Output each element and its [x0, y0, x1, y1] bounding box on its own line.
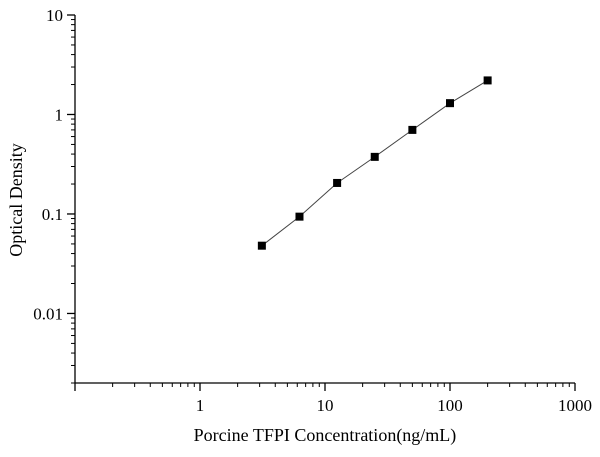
data-point: [408, 125, 417, 134]
data-point: [446, 99, 454, 108]
data-point: [370, 152, 379, 161]
x-tick-label: 100: [437, 396, 463, 415]
x-tick-label: 10: [317, 396, 334, 415]
y-tick-label: 0.1: [42, 205, 63, 224]
y-axis-title: Optical Density: [6, 143, 26, 256]
y-tick-label: 1: [55, 105, 64, 124]
data-point: [483, 76, 492, 85]
x-axis-title: Porcine TFPI Concentration(ng/mL): [194, 425, 457, 446]
plot-area: 1 10 100 1000 0.01 0.1 1 10: [33, 6, 592, 415]
x-tick-label: 1: [196, 396, 205, 415]
data-point: [257, 241, 266, 250]
data-point: [295, 212, 304, 221]
y-tick-label: 0.01: [33, 304, 63, 323]
x-tick-label: 1000: [558, 396, 592, 415]
data-point: [333, 178, 342, 187]
y-tick-label: 10: [46, 6, 63, 25]
